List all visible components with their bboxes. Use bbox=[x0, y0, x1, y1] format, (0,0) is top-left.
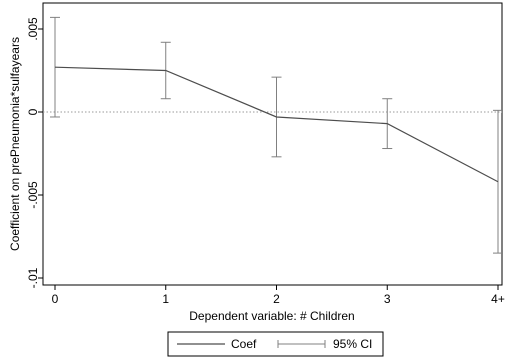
y-axis-title: Coefficient on prePneumonia*sulfayears bbox=[8, 37, 22, 251]
x-tick-label: 0 bbox=[52, 292, 59, 306]
x-axis: 0 1 2 3 4+ bbox=[52, 285, 505, 306]
y-tick-label: .005 bbox=[26, 17, 40, 41]
x-tick-label: 4+ bbox=[491, 292, 505, 306]
x-tick-label: 3 bbox=[384, 292, 391, 306]
y-axis: .005 0 -.005 -.01 bbox=[26, 17, 43, 288]
y-tick-label: -.005 bbox=[26, 181, 40, 209]
x-tick-label: 2 bbox=[273, 292, 280, 306]
confidence-intervals bbox=[50, 16, 503, 254]
legend-ci-label: 95% CI bbox=[333, 337, 372, 351]
x-axis-title: Dependent variable: # Children bbox=[189, 309, 354, 323]
legend-coef-label: Coef bbox=[231, 337, 257, 351]
x-tick-label: 1 bbox=[162, 292, 169, 306]
y-tick-label: 0 bbox=[26, 108, 40, 115]
y-tick-label: -.01 bbox=[26, 267, 40, 288]
legend: Coef 95% CI bbox=[167, 331, 384, 357]
plot-frame bbox=[42, 2, 503, 286]
coef-series-line bbox=[54, 66, 499, 183]
